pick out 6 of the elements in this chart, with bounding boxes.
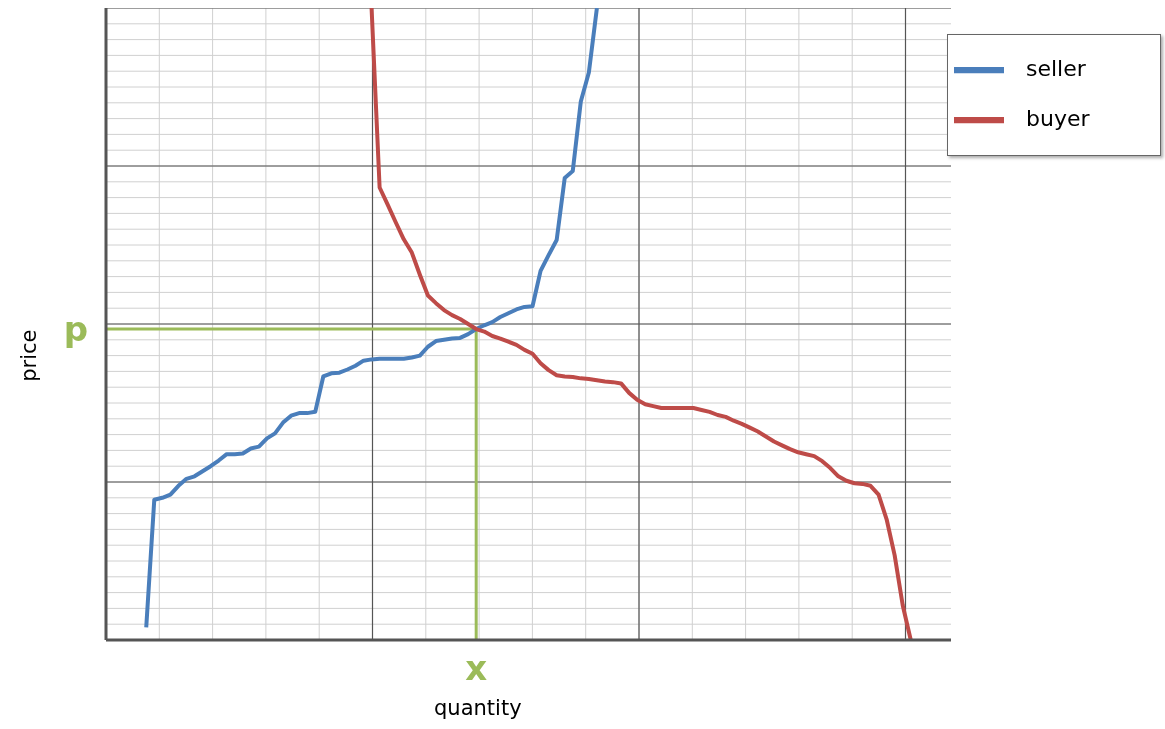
text: x <box>465 648 488 688</box>
y-axis-title: price <box>17 329 41 382</box>
legend-label: buyer <box>1026 106 1090 131</box>
x-axis-title: quantity <box>434 696 522 720</box>
legend-label: seller <box>1026 56 1086 81</box>
ref-line-label: p <box>63 309 89 350</box>
